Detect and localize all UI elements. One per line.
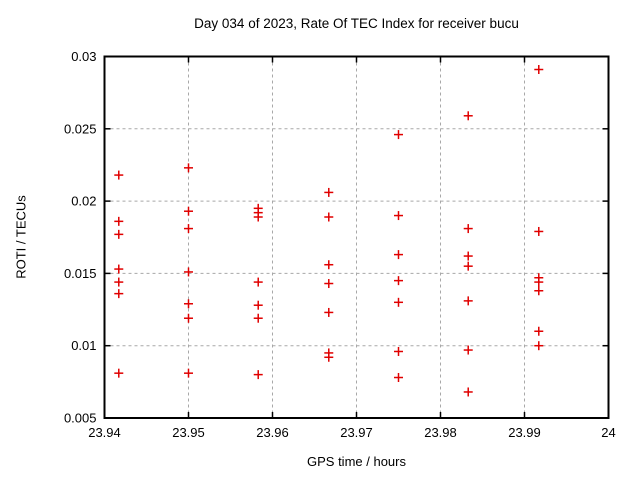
data-point-marker bbox=[114, 264, 124, 274]
data-point-marker bbox=[534, 65, 544, 75]
data-point-marker bbox=[114, 170, 124, 180]
data-point-marker bbox=[463, 296, 473, 306]
y-tick-label: 0.005 bbox=[64, 411, 97, 426]
data-point-marker bbox=[394, 297, 403, 307]
data-point-marker bbox=[324, 212, 334, 222]
data-point-marker bbox=[463, 224, 473, 234]
data-point-marker bbox=[253, 277, 263, 287]
data-point-marker bbox=[253, 370, 263, 380]
data-point-marker bbox=[534, 226, 544, 236]
data-point-marker bbox=[114, 277, 124, 287]
data-point-marker bbox=[114, 368, 124, 378]
data-point-marker bbox=[534, 286, 544, 296]
x-axis-label: GPS time / hours bbox=[307, 454, 406, 469]
data-point-marker bbox=[184, 299, 193, 309]
data-point-marker bbox=[253, 300, 263, 310]
data-point-marker bbox=[114, 229, 124, 239]
data-point-marker bbox=[534, 277, 544, 287]
data-point-marker bbox=[324, 187, 334, 197]
y-tick-label: 0.025 bbox=[64, 121, 97, 136]
data-point-marker bbox=[463, 345, 473, 355]
data-point-marker bbox=[394, 130, 403, 140]
x-tick-label: 23.95 bbox=[172, 425, 205, 440]
x-tick-label: 23.98 bbox=[424, 425, 457, 440]
y-tick-label: 0.03 bbox=[71, 49, 96, 64]
data-point-marker bbox=[463, 387, 473, 397]
x-tick-label: 23.97 bbox=[340, 425, 373, 440]
data-point-marker bbox=[463, 111, 473, 121]
data-point-marker bbox=[114, 216, 124, 226]
data-point-marker bbox=[184, 163, 193, 173]
x-tick-label: 24 bbox=[601, 425, 615, 440]
data-point-marker bbox=[184, 313, 193, 323]
data-point-marker bbox=[394, 373, 403, 383]
data-point-marker bbox=[324, 307, 334, 317]
data-point-marker bbox=[184, 224, 193, 234]
data-point-marker bbox=[324, 279, 334, 289]
data-point-marker bbox=[324, 352, 334, 362]
data-point-marker bbox=[534, 326, 544, 336]
y-tick-label: 0.02 bbox=[71, 194, 96, 209]
data-point-marker bbox=[324, 260, 334, 270]
y-tick-label: 0.015 bbox=[64, 266, 97, 281]
x-tick-label: 23.96 bbox=[256, 425, 289, 440]
data-point-marker bbox=[184, 206, 193, 216]
data-point-marker bbox=[394, 250, 403, 260]
data-point-marker bbox=[253, 313, 263, 323]
x-tick-label: 23.94 bbox=[88, 425, 121, 440]
data-point-marker bbox=[184, 368, 193, 378]
x-tick-label: 23.99 bbox=[508, 425, 541, 440]
data-point-marker bbox=[253, 212, 263, 222]
data-point-marker bbox=[463, 261, 473, 271]
data-point-marker bbox=[534, 341, 544, 351]
data-point-marker bbox=[184, 267, 193, 277]
chart-title: Day 034 of 2023, Rate Of TEC Index for r… bbox=[194, 16, 519, 31]
data-point-marker bbox=[394, 276, 403, 286]
data-point-marker bbox=[394, 211, 403, 221]
data-point-marker bbox=[114, 289, 124, 299]
y-tick-label: 0.01 bbox=[71, 338, 96, 353]
data-point-marker bbox=[463, 251, 473, 261]
data-point-marker bbox=[394, 346, 403, 356]
